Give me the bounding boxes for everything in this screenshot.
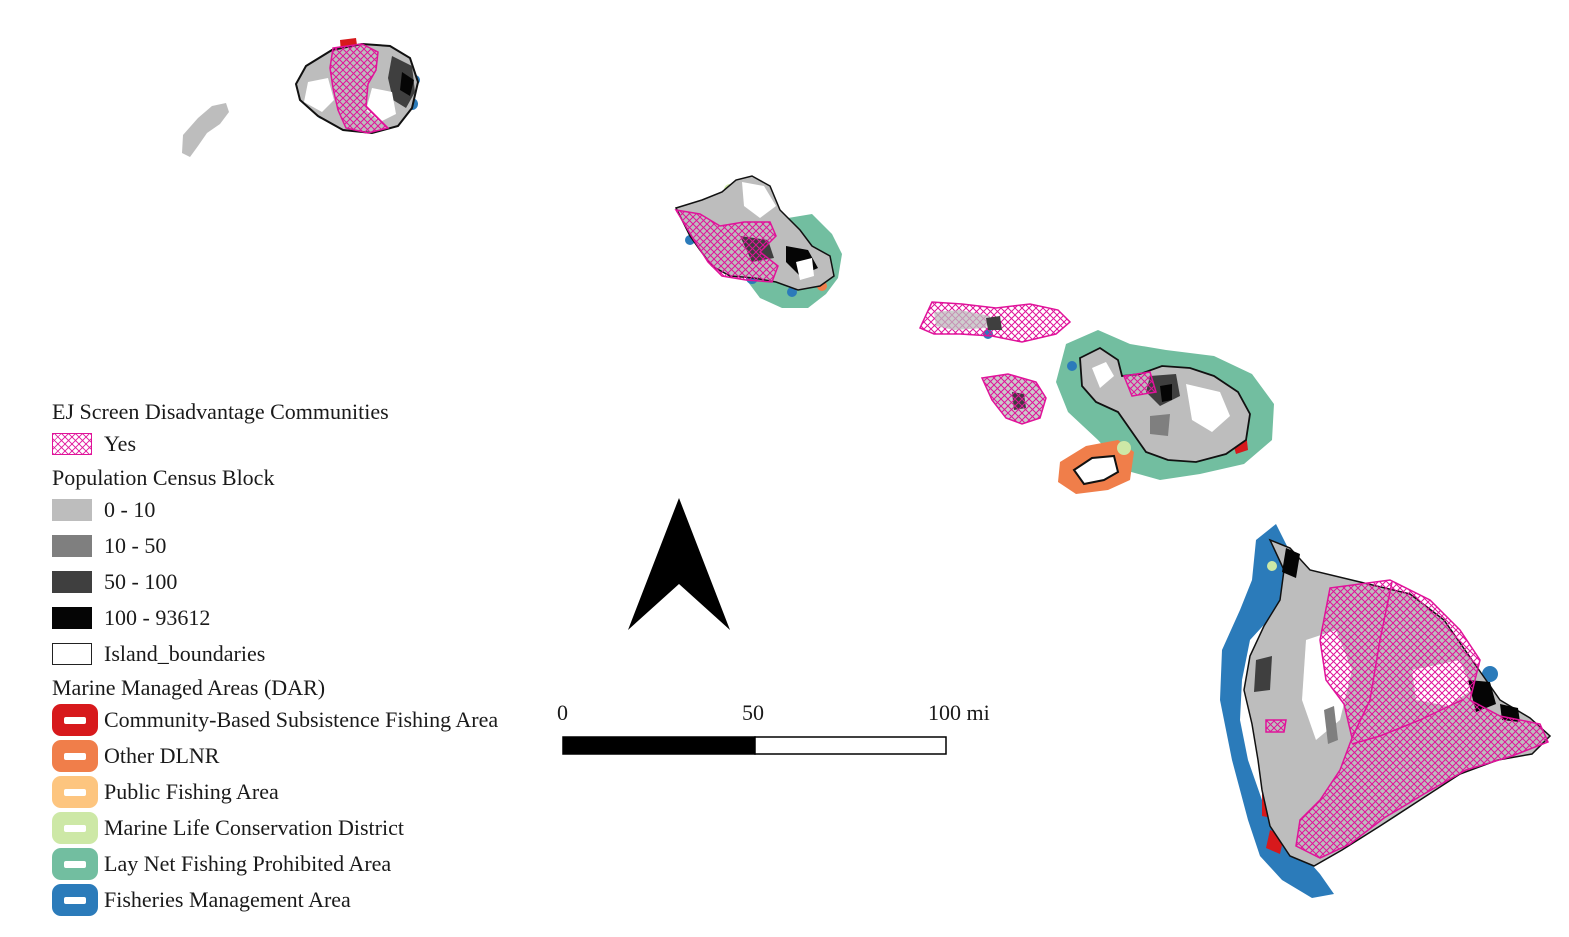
swatch-fma xyxy=(52,884,98,916)
legend-label: 10 - 50 xyxy=(104,533,167,558)
map-legend: EJ Screen Disadvantage Communities Yes P… xyxy=(52,398,552,918)
legend-label: Yes xyxy=(104,431,137,456)
legend-item-mma-4: Lay Net Fishing Prohibited Area xyxy=(52,846,552,882)
legend-label: Public Fishing Area xyxy=(104,779,279,804)
swatch-mlcd xyxy=(52,812,98,844)
swatch-island-boundaries xyxy=(52,643,92,665)
scale-bar xyxy=(562,736,947,755)
legend-item-ej-yes: Yes xyxy=(52,426,552,462)
legend-ej-title: EJ Screen Disadvantage Communities xyxy=(52,399,389,424)
swatch-10-50 xyxy=(52,535,92,557)
north-arrow-icon xyxy=(628,498,730,630)
legend-item-pop-1: 10 - 50 xyxy=(52,528,552,564)
scale-label-0: 0 xyxy=(557,700,568,725)
swatch-cbsfa xyxy=(52,704,98,736)
island-maui xyxy=(1056,330,1274,494)
legend-label: Marine Life Conservation District xyxy=(104,815,404,840)
swatch-lay-net xyxy=(52,848,98,880)
legend-item-mma-5: Fisheries Management Area xyxy=(52,882,552,918)
legend-label: Fisheries Management Area xyxy=(104,887,351,912)
legend-item-pop-3: 100 - 93612 xyxy=(52,600,552,636)
legend-item-boundaries: Island_boundaries xyxy=(52,636,552,672)
swatch-other-dlnr xyxy=(52,740,98,772)
legend-item-mma-2: Public Fishing Area xyxy=(52,774,552,810)
legend-item-mma-0: Community-Based Subsistence Fishing Area xyxy=(52,702,552,738)
island-niihau xyxy=(182,103,229,157)
swatch-public-fishing xyxy=(52,776,98,808)
hatch-swatch xyxy=(52,433,92,455)
legend-mma-title: Marine Managed Areas (DAR) xyxy=(52,675,326,700)
legend-item-pop-2: 50 - 100 xyxy=(52,564,552,600)
swatch-0-10 xyxy=(52,499,92,521)
island-kauai xyxy=(294,38,420,135)
legend-item-mma-3: Marine Life Conservation District xyxy=(52,810,552,846)
island-lanai xyxy=(980,373,1047,425)
legend-population-title: Population Census Block xyxy=(52,465,275,490)
island-molokai xyxy=(918,301,1072,343)
island-hawaii xyxy=(1220,524,1552,898)
island-oahu xyxy=(674,175,842,308)
swatch-100-93612 xyxy=(52,607,92,629)
scale-label-50: 50 xyxy=(742,700,764,725)
legend-label: Other DLNR xyxy=(104,743,220,768)
swatch-50-100 xyxy=(52,571,92,593)
legend-label: 100 - 93612 xyxy=(104,605,211,630)
legend-label: Lay Net Fishing Prohibited Area xyxy=(104,851,392,876)
scale-label-100: 100 mi xyxy=(928,700,990,725)
legend-label: Community-Based Subsistence Fishing Area xyxy=(104,707,499,732)
legend-item-mma-1: Other DLNR xyxy=(52,738,552,774)
legend-item-pop-0: 0 - 10 xyxy=(52,492,552,528)
legend-label: 0 - 10 xyxy=(104,497,156,522)
legend-label: 50 - 100 xyxy=(104,569,178,594)
legend-label: Island_boundaries xyxy=(104,641,266,666)
